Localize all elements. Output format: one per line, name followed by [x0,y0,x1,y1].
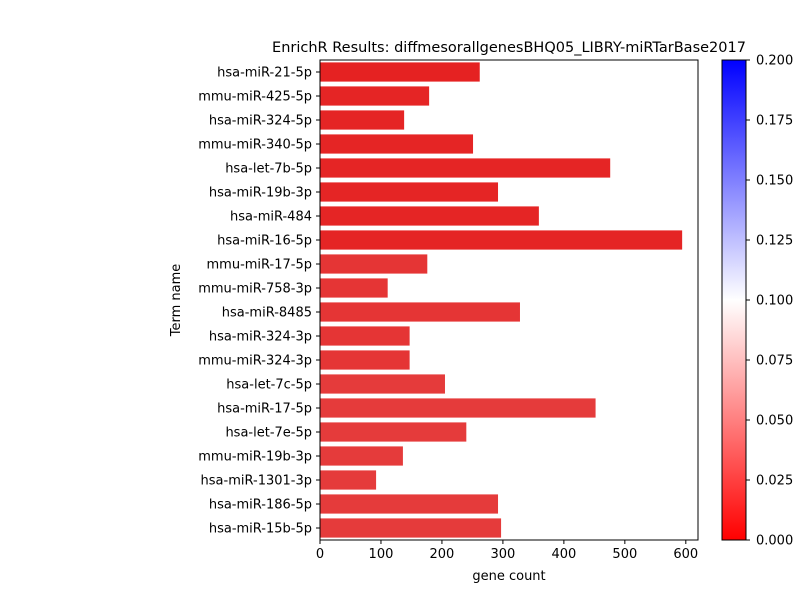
bar-hsa-miR-186-5p [320,494,499,514]
bar-hsa-miR-8485 [320,302,520,322]
y-tick-label: mmu-miR-19b-3p [198,450,312,465]
y-tick-label: hsa-let-7b-5p [225,162,312,177]
colorbar-ticks: 0.000 0.025 0.050 0.075 0.100 0.125 0.150 0.175… [746,54,793,549]
plot-frame [319,59,699,541]
y-tick-label: hsa-miR-1301-3p [201,474,312,489]
y-tick-label: mmu-miR-340-5p [198,138,312,153]
y-tick-label: mmu-miR-758-3p [198,282,312,297]
colorbar-tick-label: 0.150 [756,174,793,189]
bar-hsa-miR-1301-3p [320,470,377,490]
x-tick-label: 500 [612,547,637,562]
colorbar-tick-label: 0.200 [756,54,793,69]
x-axis-label: gene count [472,569,545,584]
y-tick-label: hsa-let-7c-5p [226,378,312,393]
colorbar-tick-label: 0.000 [756,534,793,549]
y-tick-label: hsa-miR-19b-3p [209,186,312,201]
bar-mmu-miR-340-5p [320,134,474,154]
x-tick-label: 600 [673,547,698,562]
bar-hsa-miR-324-5p [320,110,405,130]
x-tick-label: 0 [316,547,324,562]
y-tick-label: hsa-miR-8485 [222,306,312,321]
colorbar-tick-label: 0.100 [756,294,793,309]
y-tick-label: hsa-miR-484 [230,210,312,225]
bar-hsa-miR-324-3p [320,326,410,346]
bar-hsa-let-7e-5p [320,422,467,442]
colorbar [721,59,747,541]
bar-mmu-miR-758-3p [320,278,388,298]
chart-title: EnrichR Results: diffmesorallgenesBHQ05_… [272,40,746,56]
y-tick-label: mmu-miR-17-5p [207,258,313,273]
colorbar-tick-label: 0.125 [756,234,793,249]
bar-hsa-miR-21-5p [320,62,480,82]
x-tick-label: 400 [551,547,576,562]
y-axis-ticks: hsa-miR-21-5p mmu-miR-425-5p hsa-miR-324-5… [198,66,320,537]
y-axis-label: Term name [169,264,184,338]
y-tick-label: hsa-miR-324-5p [209,114,312,129]
y-tick-label: hsa-miR-186-5p [209,498,312,513]
bar-mmu-miR-324-3p [320,350,410,370]
y-tick-label: hsa-miR-16-5p [217,234,312,249]
y-tick-label: hsa-miR-21-5p [217,66,312,81]
colorbar-tick-label: 0.050 [756,414,793,429]
x-tick-label: 300 [490,547,515,562]
bar-hsa-miR-15b-5p [320,518,502,538]
bars-group [320,62,683,538]
bar-hsa-miR-17-5p [320,398,596,418]
x-tick-label: 200 [430,547,455,562]
colorbar-tick-label: 0.025 [756,474,793,489]
colorbar-tick-label: 0.075 [756,354,793,369]
y-tick-label: hsa-miR-17-5p [217,402,312,417]
x-axis-ticks: 0 100 200 300 400 500 600 [316,540,698,562]
bar-mmu-miR-425-5p [320,86,430,106]
y-tick-label: hsa-miR-324-3p [209,330,312,345]
bar-hsa-let-7c-5p [320,374,445,394]
bar-mmu-miR-17-5p [320,254,428,274]
y-tick-label: hsa-miR-15b-5p [209,522,312,537]
bar-hsa-let-7b-5p [320,158,611,178]
y-tick-label: hsa-let-7e-5p [225,426,312,441]
colorbar-tick-label: 0.175 [756,114,793,129]
x-tick-label: 100 [369,547,394,562]
bar-mmu-miR-19b-3p [320,446,403,466]
y-tick-label: mmu-miR-425-5p [198,90,312,105]
bar-hsa-miR-484 [320,206,539,226]
bar-hsa-miR-19b-3p [320,182,499,202]
bar-hsa-miR-16-5p [320,230,683,250]
y-tick-label: mmu-miR-324-3p [198,354,312,369]
